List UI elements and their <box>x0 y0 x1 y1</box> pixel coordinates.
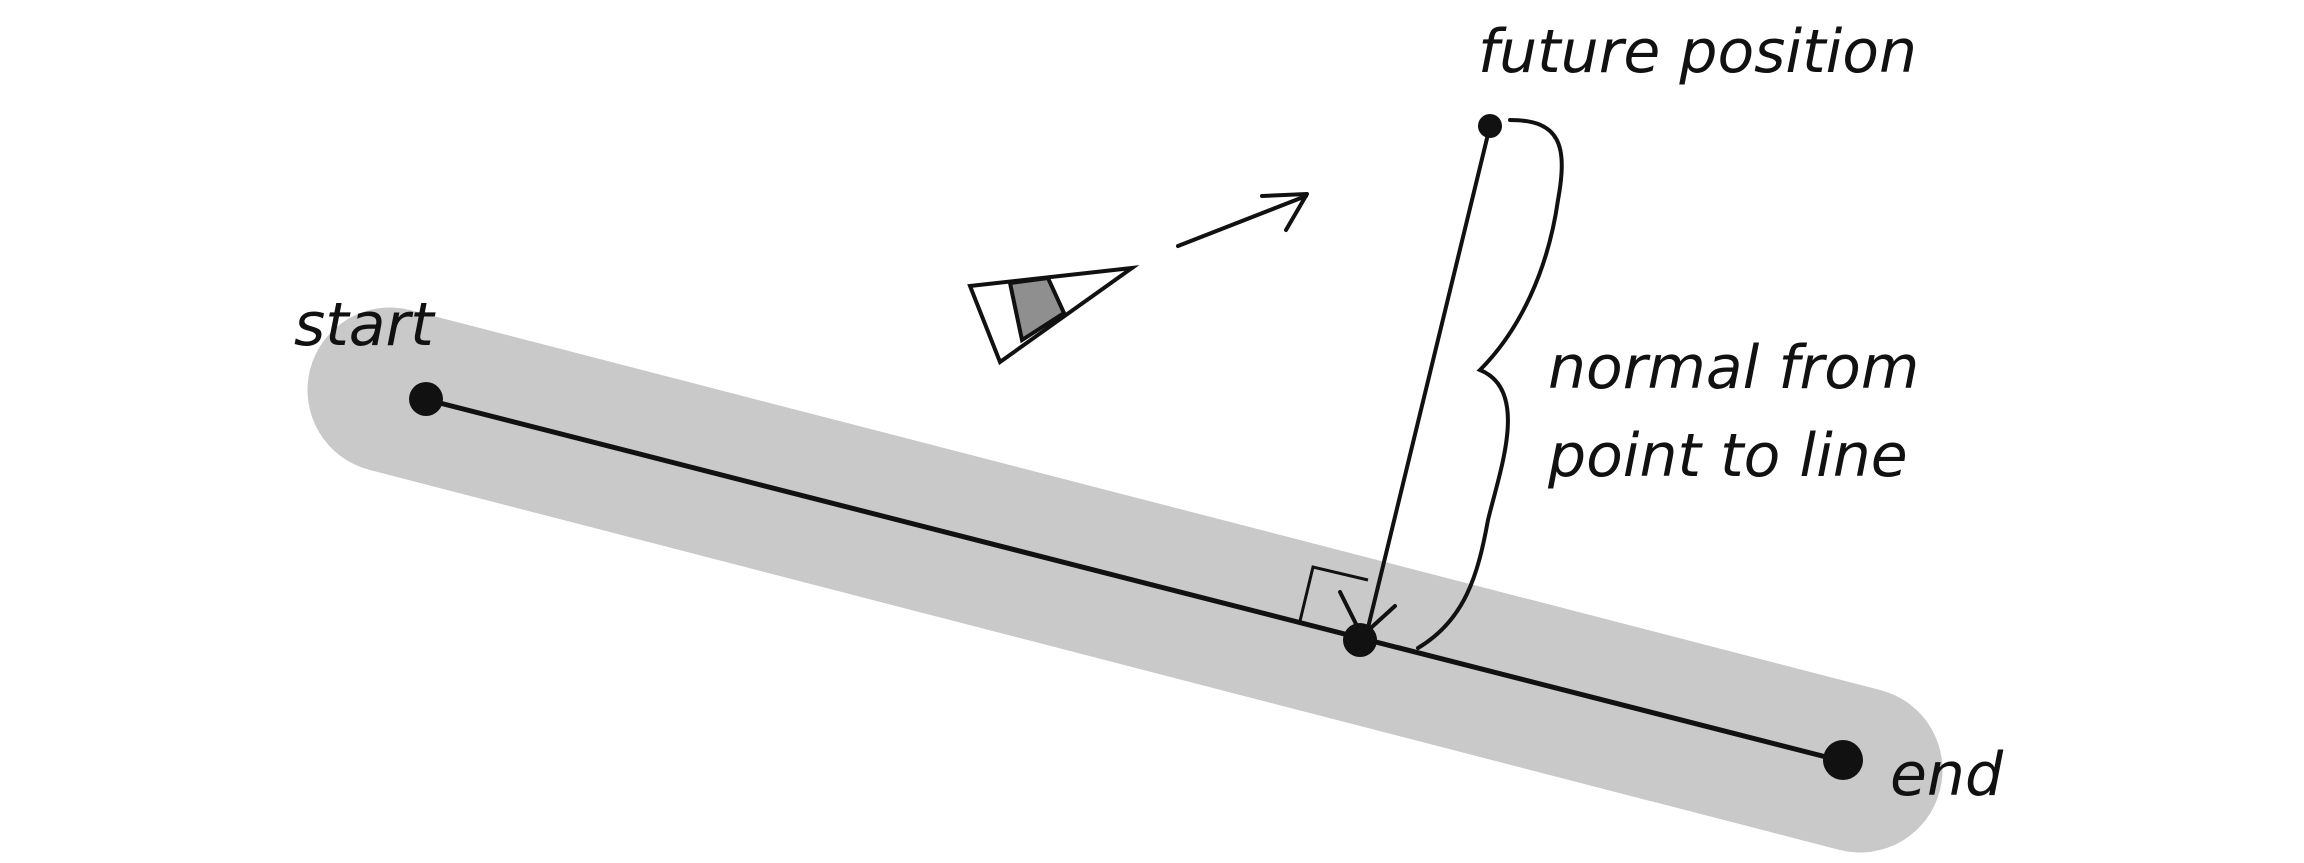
normal-line <box>1364 125 1492 637</box>
vehicle-icon <box>967 265 1140 366</box>
end-point <box>1823 740 1863 780</box>
start-label: start <box>294 290 436 360</box>
path-line <box>427 397 1843 764</box>
velocity-arrow-icon <box>1176 192 1309 248</box>
vehicle-stripe <box>1007 275 1067 344</box>
end-label: end <box>1890 740 2004 810</box>
future-position-point <box>1478 114 1502 138</box>
right-angle-marker <box>1298 565 1369 622</box>
normal-label-line2: point to line <box>1547 421 1908 491</box>
future-position-label: future position <box>1478 17 1917 87</box>
normal-point <box>1343 623 1377 657</box>
normal-label-line1: normal from <box>1548 333 1919 403</box>
curly-brace <box>1416 118 1564 650</box>
start-point <box>409 382 443 416</box>
